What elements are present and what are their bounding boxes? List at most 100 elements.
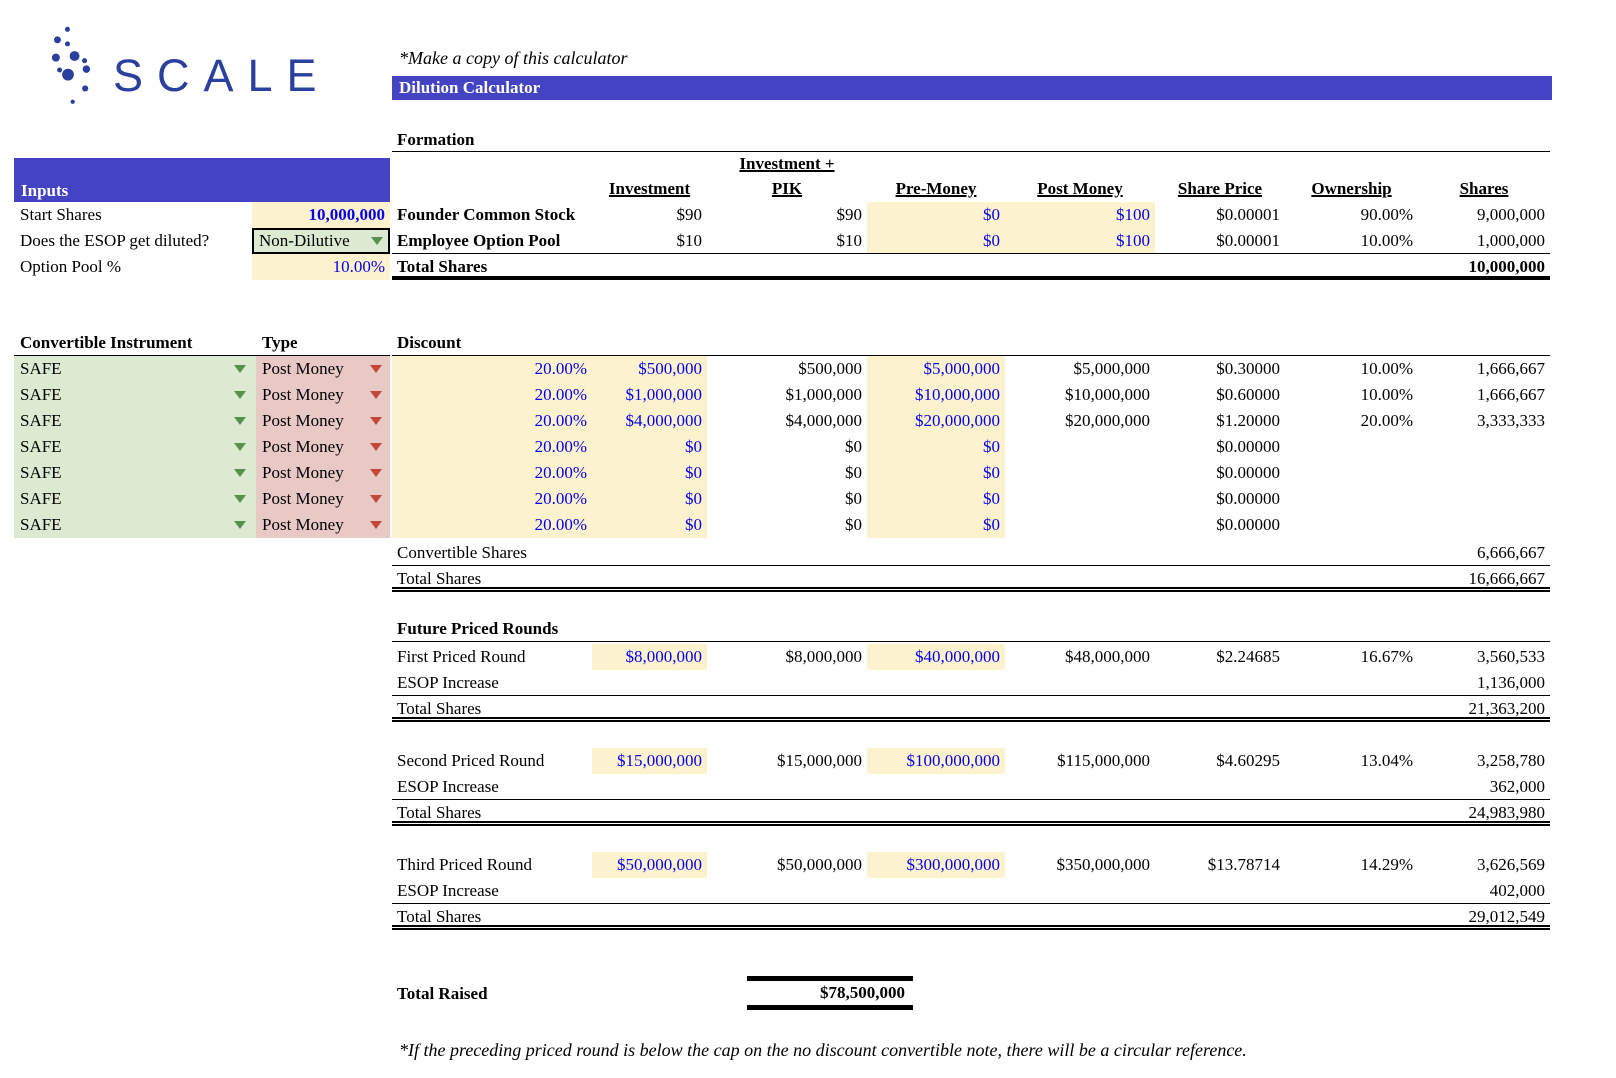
round-investment-input[interactable]: $50,000,000	[592, 852, 707, 878]
investment-input[interactable]: $0	[592, 460, 707, 486]
ownership-value: 20.00%	[1285, 408, 1418, 434]
ownership-value	[1285, 512, 1418, 538]
type-select[interactable]: Post Money	[256, 512, 390, 538]
investment-input[interactable]: $0	[592, 486, 707, 512]
shares-value: 3,333,333	[1418, 408, 1550, 434]
discount-input[interactable]: 20.00%	[392, 486, 592, 512]
investment-pik-value: $0	[707, 512, 867, 538]
convertible-row: SAFE Post Money 20.00% $4,000,000 $4,000…	[14, 408, 1550, 434]
ownership-value	[1285, 486, 1418, 512]
investment-pik-value: $4,000,000	[707, 408, 867, 434]
convertible-header-row: Convertible Instrument Type	[14, 330, 390, 356]
cap-input[interactable]: $0	[867, 460, 1005, 486]
share-price-value: $0.00000	[1155, 460, 1285, 486]
chevron-down-icon[interactable]	[371, 237, 383, 245]
instrument-select[interactable]: SAFE	[14, 512, 256, 538]
founder-post-money[interactable]: $100	[1005, 202, 1155, 228]
instrument-select[interactable]: SAFE	[14, 486, 256, 512]
chevron-down-icon[interactable]	[370, 365, 382, 373]
post-money-value	[1005, 460, 1155, 486]
chevron-down-icon[interactable]	[234, 521, 246, 529]
inputs-section-header: Inputs	[14, 158, 390, 202]
cap-input[interactable]: $0	[867, 434, 1005, 460]
chevron-down-icon[interactable]	[370, 495, 382, 503]
option-pool-pct-label: Option Pool %	[14, 254, 252, 280]
round-investment-input[interactable]: $15,000,000	[592, 748, 707, 774]
round-total-row: Total Shares 29,012,549	[392, 904, 1550, 930]
discount-input[interactable]: 20.00%	[392, 382, 592, 408]
chevron-down-icon[interactable]	[234, 469, 246, 477]
cap-input[interactable]: $0	[867, 486, 1005, 512]
investment-input[interactable]: $500,000	[592, 356, 707, 382]
header-investment-pik-top: Investment +	[707, 152, 867, 176]
header-pik: PIK	[707, 176, 867, 202]
share-price-value: $1.20000	[1155, 408, 1285, 434]
total-raised-value: $78,500,000	[747, 976, 913, 1010]
shares-value	[1418, 512, 1550, 538]
formation-header-row-top: Investment +	[392, 152, 1550, 176]
discount-input[interactable]: 20.00%	[392, 434, 592, 460]
round-pre-money-input[interactable]: $300,000,000	[867, 852, 1005, 878]
discount-input[interactable]: 20.00%	[392, 460, 592, 486]
round-investment-pik: $50,000,000	[707, 852, 867, 878]
instrument-select[interactable]: SAFE	[14, 356, 256, 382]
option-pool-pre-money[interactable]: $0	[867, 228, 1005, 253]
investment-input[interactable]: $0	[592, 434, 707, 460]
round-pre-money-input[interactable]: $40,000,000	[867, 644, 1005, 670]
type-select[interactable]: Post Money	[256, 434, 390, 460]
round-ownership: 13.04%	[1285, 748, 1418, 774]
type-select[interactable]: Post Money	[256, 486, 390, 512]
start-shares-input[interactable]: 10,000,000	[252, 202, 390, 228]
instrument-select[interactable]: SAFE	[14, 382, 256, 408]
esop-diluted-value: Non-Dilutive	[259, 230, 350, 252]
round-post-money: $48,000,000	[1005, 644, 1155, 670]
chevron-down-icon[interactable]	[370, 417, 382, 425]
cap-input[interactable]: $10,000,000	[867, 382, 1005, 408]
investment-input[interactable]: $1,000,000	[592, 382, 707, 408]
round-label: Third Priced Round	[392, 852, 592, 878]
discount-input[interactable]: 20.00%	[392, 408, 592, 434]
founder-pre-money[interactable]: $0	[867, 202, 1005, 228]
instrument-select[interactable]: SAFE	[14, 460, 256, 486]
type-select[interactable]: Post Money	[256, 408, 390, 434]
chevron-down-icon[interactable]	[234, 391, 246, 399]
type-select[interactable]: Post Money	[256, 382, 390, 408]
shares-value: 1,666,667	[1418, 356, 1550, 382]
chevron-down-icon[interactable]	[370, 391, 382, 399]
cap-input[interactable]: $5,000,000	[867, 356, 1005, 382]
chevron-down-icon[interactable]	[234, 365, 246, 373]
option-pool-share-price: $0.00001	[1155, 228, 1285, 253]
cap-input[interactable]: $0	[867, 512, 1005, 538]
discount-input[interactable]: 20.00%	[392, 356, 592, 382]
input-row-start-shares: Start Shares 10,000,000	[14, 202, 390, 228]
instrument-select[interactable]: SAFE	[14, 408, 256, 434]
type-select[interactable]: Post Money	[256, 460, 390, 486]
type-select[interactable]: Post Money	[256, 356, 390, 382]
investment-input[interactable]: $0	[592, 512, 707, 538]
formation-total-row: Total Shares 10,000,000	[392, 254, 1550, 280]
esop-diluted-dropdown[interactable]: Non-Dilutive	[252, 228, 390, 254]
round-pre-money-input[interactable]: $100,000,000	[867, 748, 1005, 774]
header-shares: Shares	[1418, 176, 1550, 202]
chevron-down-icon[interactable]	[370, 469, 382, 477]
option-pool-post-money[interactable]: $100	[1005, 228, 1155, 253]
discount-input[interactable]: 20.00%	[392, 512, 592, 538]
convertible-row: SAFE Post Money 20.00% $1,000,000 $1,000…	[14, 382, 1550, 408]
option-pool-pct-input[interactable]: 10.00%	[252, 254, 390, 280]
esop-increase-label: ESOP Increase	[392, 774, 1418, 799]
round-investment-input[interactable]: $8,000,000	[592, 644, 707, 670]
chevron-down-icon[interactable]	[370, 443, 382, 451]
share-price-value: $0.60000	[1155, 382, 1285, 408]
chevron-down-icon[interactable]	[370, 521, 382, 529]
formation-header-row: Investment PIK Pre-Money Post Money Shar…	[392, 176, 1550, 202]
investment-input[interactable]: $4,000,000	[592, 408, 707, 434]
round-total-label: Total Shares	[392, 800, 1418, 821]
chevron-down-icon[interactable]	[234, 417, 246, 425]
formation-row-founder: Founder Common Stock $90 $90 $0 $100 $0.…	[392, 202, 1550, 228]
chevron-down-icon[interactable]	[234, 495, 246, 503]
round-total-label: Total Shares	[392, 904, 1418, 925]
round-total-row: Total Shares 21,363,200	[392, 696, 1550, 722]
cap-input[interactable]: $20,000,000	[867, 408, 1005, 434]
chevron-down-icon[interactable]	[234, 443, 246, 451]
instrument-select[interactable]: SAFE	[14, 434, 256, 460]
